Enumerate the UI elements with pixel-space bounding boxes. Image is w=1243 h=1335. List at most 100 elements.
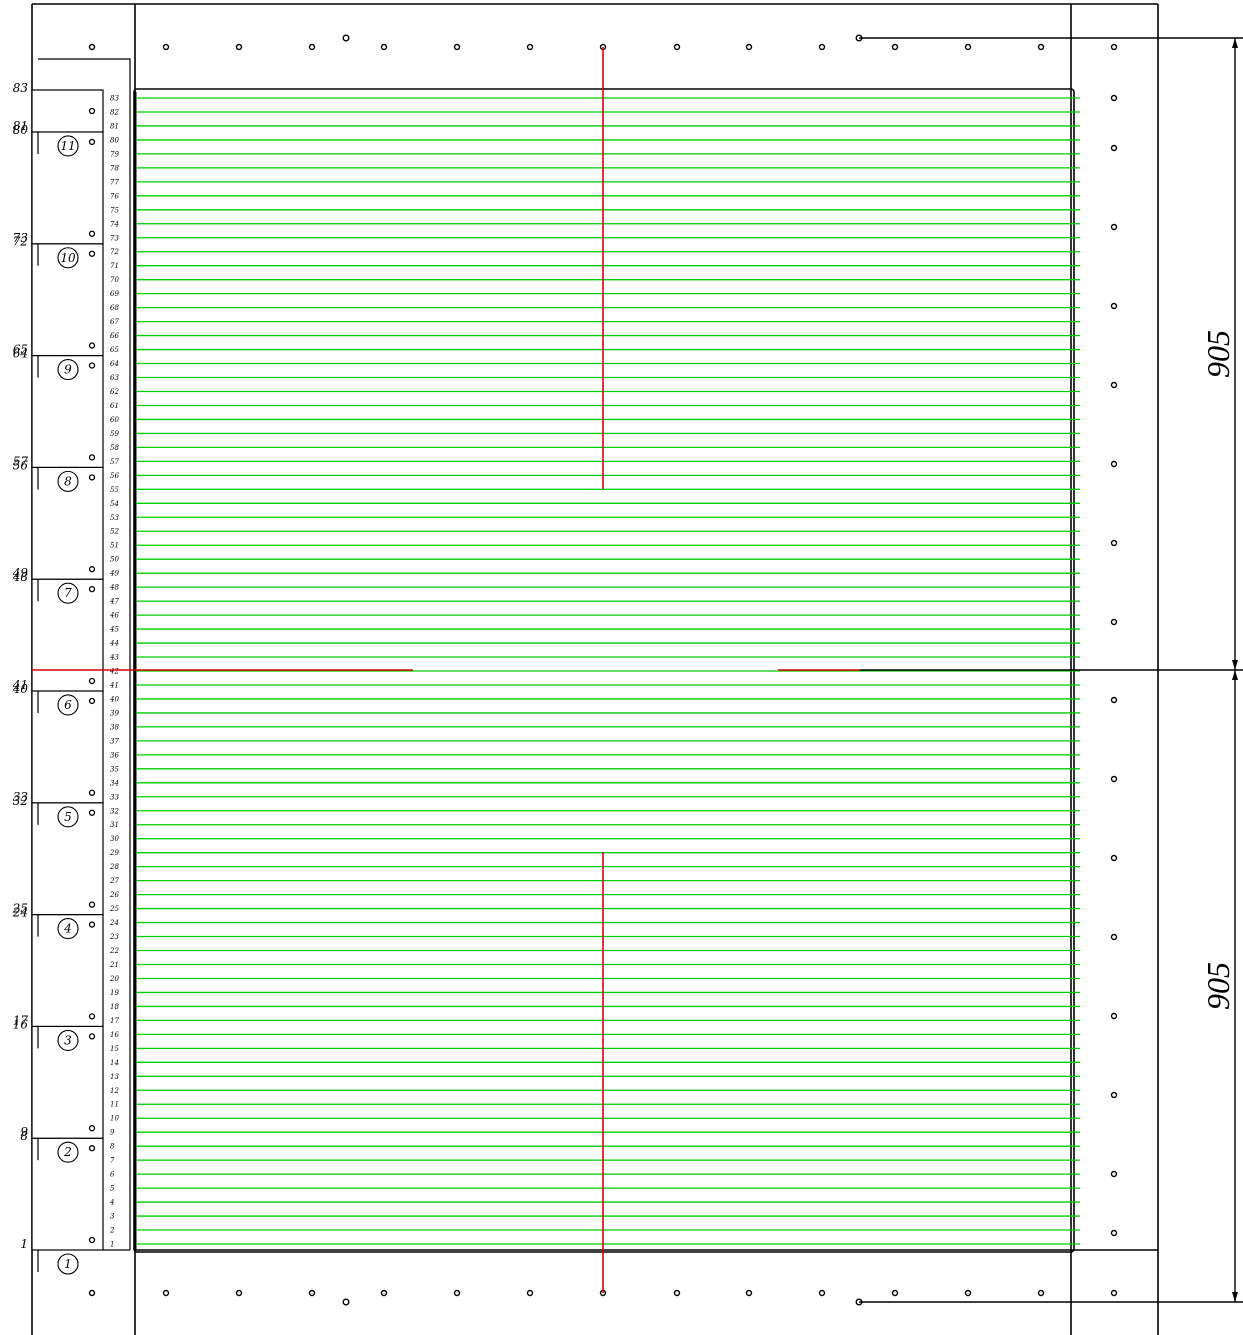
segment-low-label: 81 xyxy=(13,119,28,133)
row-number: 46 xyxy=(109,612,119,620)
segment-low-label: 41 xyxy=(12,678,28,692)
row-number: 70 xyxy=(110,276,119,284)
right-column-holes xyxy=(1110,94,1118,1237)
row-number: 54 xyxy=(110,500,119,508)
segment-high-label: 32 xyxy=(13,794,28,808)
row-number: 4 xyxy=(109,1199,114,1207)
row-number: 47 xyxy=(109,598,119,606)
segment-hole xyxy=(88,230,96,237)
row-number: 61 xyxy=(110,402,119,410)
row-number: 62 xyxy=(110,388,119,396)
row-number: 72 xyxy=(110,248,119,256)
segment-high-label: 56 xyxy=(13,458,29,472)
row-number: 16 xyxy=(110,1031,119,1039)
segment-number-circle xyxy=(57,359,79,381)
segment-number: 1 xyxy=(64,1257,72,1271)
segment-low-label: 73 xyxy=(13,231,29,245)
row-number: 60 xyxy=(110,416,119,424)
row-number: 78 xyxy=(110,164,119,172)
row-number: 71 xyxy=(110,262,119,270)
segment-number: 2 xyxy=(63,1145,72,1159)
segment-number-circle xyxy=(57,582,79,604)
row-number: 1 xyxy=(110,1241,114,1249)
segment-number: 10 xyxy=(60,251,76,265)
segment-low-label: 17 xyxy=(13,1013,29,1027)
row-number: 69 xyxy=(110,290,119,298)
row-number: 30 xyxy=(110,835,119,843)
row-number: 74 xyxy=(110,220,119,228)
row-number: 7 xyxy=(110,1157,115,1165)
segment-hole xyxy=(88,454,96,461)
row-number: 73 xyxy=(110,234,119,242)
row-number: 9 xyxy=(110,1129,115,1137)
segment-hole xyxy=(88,342,96,349)
segment-high-label: 24 xyxy=(12,906,28,920)
row-number: 26 xyxy=(109,891,119,899)
row-number: 49 xyxy=(109,570,119,578)
row-number: 37 xyxy=(110,737,119,745)
row-number: 10 xyxy=(110,1115,119,1123)
segment-number-circle xyxy=(57,1141,79,1163)
row-number: 67 xyxy=(110,318,119,326)
segment-number-circle xyxy=(57,470,79,492)
row-number: 45 xyxy=(109,626,119,634)
row-number: 19 xyxy=(110,989,119,997)
segment-low-label: 9 xyxy=(20,1125,28,1139)
segment-hole xyxy=(88,1033,96,1040)
row-number: 13 xyxy=(110,1073,119,1081)
segment-hole xyxy=(88,677,96,685)
dimension-lines xyxy=(859,37,1243,1303)
segment-strip: 1812169324174322554033648417564986457972… xyxy=(12,58,131,1275)
segment-hole xyxy=(88,1013,96,1020)
row-number: 25 xyxy=(109,905,119,913)
row-number: 43 xyxy=(109,654,119,662)
segment-high-label: 72 xyxy=(13,235,28,249)
row-number: 57 xyxy=(110,458,119,466)
segment-number: 11 xyxy=(60,139,75,153)
row-number: 80 xyxy=(110,136,119,144)
row-number-labels: 1234567891011121314151617181920212223242… xyxy=(109,95,119,1249)
row-number: 52 xyxy=(110,528,119,536)
row-number: 18 xyxy=(110,1003,119,1011)
segment-number-circle xyxy=(57,247,79,269)
axis-lines xyxy=(32,47,860,1293)
segment-low-label: 33 xyxy=(13,790,29,804)
segment-hole xyxy=(88,1236,96,1244)
segment-number: 5 xyxy=(64,810,72,824)
segment-high-label: 40 xyxy=(12,682,29,696)
row-number: 55 xyxy=(110,486,119,494)
row-number: 6 xyxy=(110,1171,115,1179)
row-number: 77 xyxy=(110,178,119,186)
row-number: 59 xyxy=(110,430,119,438)
row-number: 11 xyxy=(110,1101,119,1109)
row-number: 29 xyxy=(109,849,119,857)
segment-high-label: 8 xyxy=(20,1129,28,1143)
row-number: 35 xyxy=(110,765,119,773)
row-number: 82 xyxy=(110,108,119,116)
segment-number-circle xyxy=(57,1253,79,1275)
row-number: 12 xyxy=(110,1087,119,1095)
row-number: 64 xyxy=(110,360,119,368)
row-number: 14 xyxy=(110,1059,119,1067)
row-number: 53 xyxy=(110,514,119,522)
segment-number: 7 xyxy=(64,586,72,600)
segment-hole xyxy=(88,809,96,816)
segment-hole xyxy=(88,107,96,115)
segment-hole xyxy=(88,138,96,146)
segment-high-label: 80 xyxy=(13,123,29,137)
row-number: 56 xyxy=(110,472,119,480)
row-number: 83 xyxy=(110,95,119,103)
row-number: 40 xyxy=(109,695,119,703)
segment-hole xyxy=(88,585,96,593)
segment-high-label: 48 xyxy=(12,570,29,584)
row-number: 34 xyxy=(110,779,119,787)
segment-hole xyxy=(88,789,96,796)
row-number: 8 xyxy=(110,1143,115,1151)
row-number: 17 xyxy=(110,1017,119,1025)
segment-number: 9 xyxy=(64,363,72,377)
row-number: 79 xyxy=(110,150,119,158)
top-holes xyxy=(88,34,1118,51)
segment-hole xyxy=(88,1125,96,1132)
row-number: 76 xyxy=(110,192,119,200)
